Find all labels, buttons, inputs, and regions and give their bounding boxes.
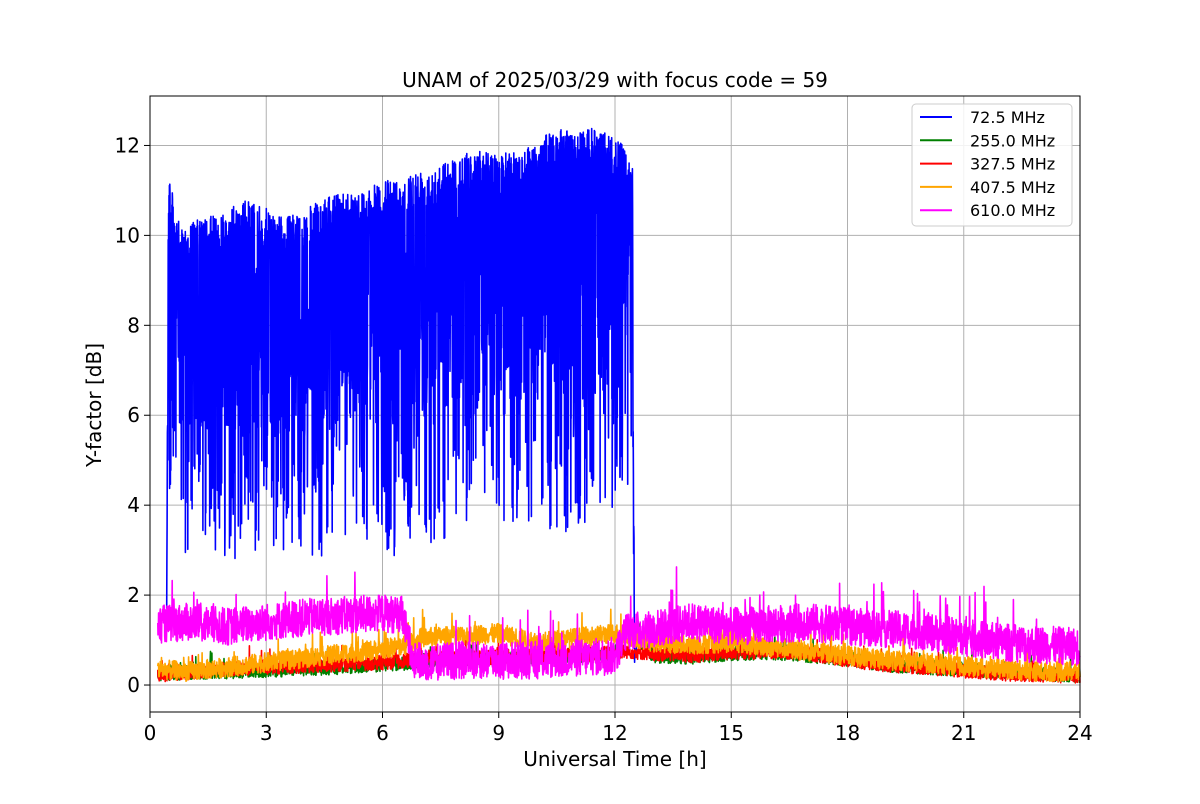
x-tick-label: 12 [602, 721, 627, 745]
y-tick-label: 6 [127, 403, 140, 427]
y-tick-label: 8 [127, 313, 140, 337]
x-axis-label: Universal Time [h] [523, 747, 706, 771]
x-tick-label: 0 [144, 721, 157, 745]
x-tick-label: 24 [1067, 721, 1092, 745]
series-line-72-5-mhz [165, 127, 638, 663]
series-line-610-0-mhz [157, 566, 1081, 681]
y-tick-label: 0 [127, 673, 140, 697]
legend: 72.5 MHz 255.0 MHz 327.5 MHz 407.5 MHz 610.0… [911, 103, 1073, 227]
y-tick-label: 4 [127, 493, 140, 517]
y-tick-label: 2 [127, 583, 140, 607]
legend-box [911, 103, 1073, 227]
y-tick-label: 10 [115, 223, 140, 247]
y-tick-label: 12 [115, 133, 140, 157]
x-tick-label: 9 [492, 721, 505, 745]
plot-area [157, 127, 1081, 684]
chart-title: UNAM of 2025/03/29 with focus code = 59 [402, 68, 828, 92]
legend-label: 72.5 MHz [970, 108, 1045, 127]
legend-label: 327.5 MHz [970, 155, 1055, 174]
x-tick-label: 15 [719, 721, 744, 745]
x-tick-label: 18 [835, 721, 860, 745]
x-tick-label: 21 [951, 721, 976, 745]
x-tick-label: 3 [260, 721, 273, 745]
y-axis-label: Y-factor [dB] [82, 343, 106, 468]
x-tick-label: 6 [376, 721, 389, 745]
legend-label: 610.0 MHz [970, 201, 1055, 220]
legend-label: 407.5 MHz [970, 178, 1055, 197]
legend-label: 255.0 MHz [970, 131, 1055, 150]
